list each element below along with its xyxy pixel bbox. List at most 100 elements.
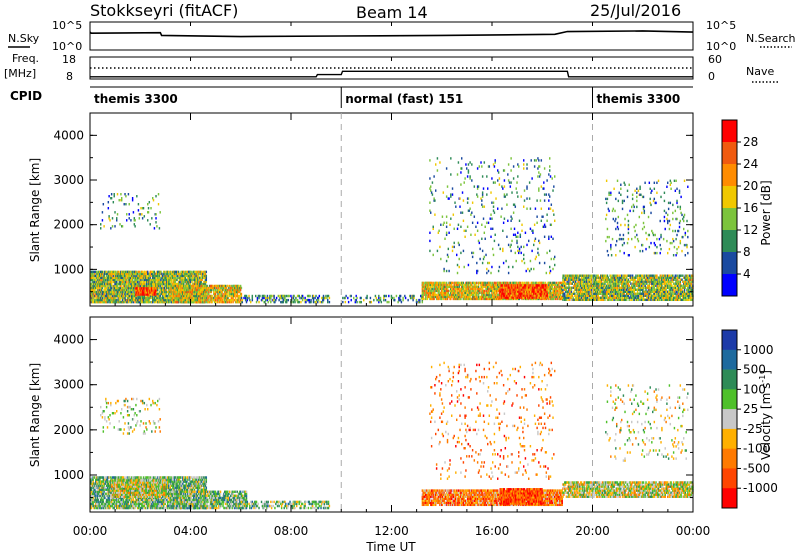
scatter-cell	[486, 283, 488, 287]
scatter-cell	[450, 281, 452, 285]
scatter-cell	[140, 276, 142, 280]
scatter-cell	[202, 284, 204, 288]
scatter-cell	[146, 293, 149, 296]
scatter-cell	[206, 290, 208, 294]
scatter-cell	[487, 297, 489, 301]
scatter-cell	[149, 291, 151, 294]
scatter-cell	[203, 300, 206, 304]
scatter-cell	[164, 282, 166, 286]
scatter-cell	[445, 281, 448, 285]
scatter-cell	[177, 284, 179, 288]
scatter-cell	[169, 272, 172, 276]
scatter-cell	[280, 300, 283, 304]
scatter-cell	[143, 287, 146, 290]
scatter-cell	[133, 292, 136, 296]
scatter-cell	[421, 293, 424, 297]
scatter-cell	[94, 298, 96, 302]
scatter-cell	[488, 281, 491, 285]
scatter-cell	[308, 298, 311, 302]
scatter-cell	[158, 278, 161, 282]
scatter-cell	[136, 300, 139, 304]
scatter-cell	[136, 287, 139, 290]
scatter-cell	[192, 286, 194, 290]
scatter-cell	[190, 300, 192, 304]
scatter-cell	[263, 294, 265, 298]
scatter-cell	[99, 278, 101, 282]
scatter-cell	[118, 286, 120, 290]
scatter-cell	[169, 282, 172, 286]
scatter-cell	[228, 286, 230, 290]
scatter-cell	[210, 288, 213, 292]
scatter-cell	[166, 284, 168, 288]
scatter-cell	[213, 286, 216, 290]
scatter-cell	[116, 272, 119, 276]
scatter-cell	[123, 284, 125, 288]
scatter-cell	[162, 298, 164, 302]
scatter-cell	[207, 292, 209, 296]
scatter-cell	[102, 290, 105, 294]
scatter-cell	[186, 290, 188, 294]
scatter-cell	[101, 294, 104, 298]
scatter-cell	[172, 298, 175, 302]
scatter-cell	[430, 287, 433, 291]
scatter-cell	[95, 286, 98, 290]
scatter-cell	[136, 291, 139, 294]
scatter-cell	[197, 276, 199, 280]
scatter-cell	[123, 298, 125, 302]
scatter-cell	[149, 278, 151, 282]
scatter-cell	[189, 278, 192, 282]
scatter-cell	[453, 289, 455, 293]
scatter-cell	[184, 288, 187, 292]
scatter-cell	[132, 280, 135, 284]
scatter-cell	[110, 270, 112, 274]
scatter-cell	[483, 289, 486, 293]
scatter-cell	[91, 286, 94, 290]
scatter-cell	[162, 296, 164, 300]
scatter-cell	[198, 290, 201, 294]
scatter-cell	[227, 300, 229, 304]
scatter-cell	[282, 298, 285, 302]
scatter-cell	[98, 284, 100, 288]
scatter-cell	[488, 289, 491, 293]
scatter-cell	[181, 290, 183, 294]
scatter-cell	[322, 296, 325, 300]
scatter-cell	[126, 282, 128, 286]
scatter-cell	[486, 297, 488, 301]
scatter-cell	[113, 280, 115, 284]
scatter-cell	[180, 292, 182, 296]
scatter-cell	[458, 295, 460, 299]
scatter-cell	[134, 294, 136, 298]
scatter-cell	[471, 287, 474, 291]
scatter-cell	[155, 296, 157, 300]
scatter-cell	[194, 300, 197, 304]
scatter-cell	[125, 284, 127, 288]
scatter-cell	[467, 281, 470, 285]
scatter-cell	[171, 296, 173, 300]
scatter-cell	[453, 297, 455, 301]
scatter-cell	[469, 295, 471, 299]
scatter-cell	[172, 270, 174, 274]
scatter-cell	[90, 282, 92, 286]
scatter-cell	[128, 296, 130, 300]
scatter-cell	[436, 287, 439, 291]
scatter-cell	[187, 300, 189, 304]
scatter-cell	[424, 293, 426, 297]
scatter-cell	[198, 284, 200, 288]
scatter-cell	[429, 283, 431, 287]
scatter-cell	[146, 280, 148, 284]
scatter-cell	[174, 274, 177, 278]
scatter-cell	[201, 284, 203, 288]
scatter-cell	[177, 300, 179, 304]
scatter-cell	[169, 290, 172, 294]
scatter-cell	[409, 296, 412, 300]
scatter-cell	[464, 287, 466, 291]
scatter-cell	[172, 274, 175, 278]
scatter-cell	[224, 286, 226, 290]
scatter-cell	[208, 286, 210, 290]
scatter-cell	[205, 284, 208, 288]
scatter-cell	[146, 298, 148, 302]
scatter-cell	[169, 286, 172, 290]
scatter-cell	[182, 282, 184, 286]
scatter-cell	[149, 276, 151, 280]
scatter-cell	[172, 292, 175, 296]
